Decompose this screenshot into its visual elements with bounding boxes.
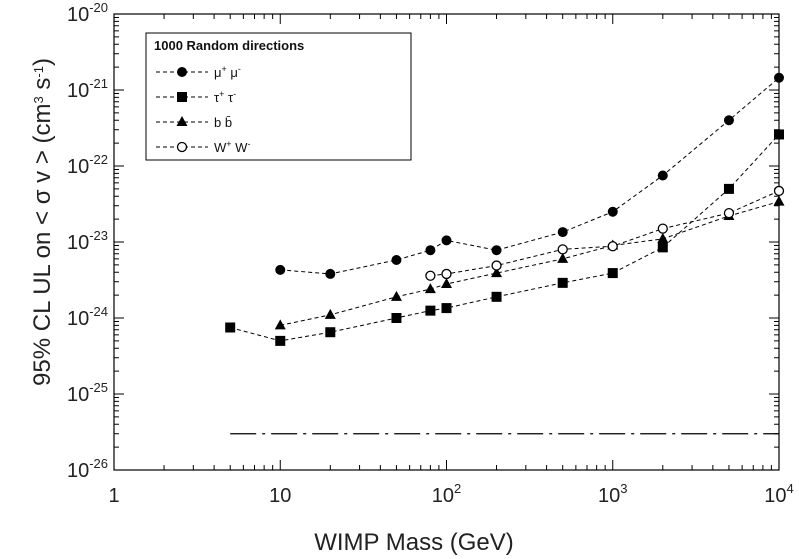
data-point-mu-mu bbox=[774, 72, 784, 83]
data-point-b-bbar bbox=[557, 252, 569, 263]
data-point-tau-tau bbox=[774, 129, 784, 140]
data-point-w-w bbox=[425, 270, 436, 281]
data-point-b-bbar bbox=[390, 290, 402, 301]
y-tick-label: 10-24 bbox=[67, 304, 108, 330]
x-axis-label: WIMP Mass (GeV) bbox=[314, 529, 514, 556]
x-tick-label: 104 bbox=[764, 481, 793, 507]
data-point-b-bbar bbox=[441, 278, 452, 289]
y-axis-ticks: 10-26 10-25 10-24 10-23 10-22 10-21 10-20 bbox=[67, 0, 779, 482]
data-point-b-bbar bbox=[274, 319, 286, 330]
series-line-w-w bbox=[430, 190, 780, 277]
data-point-tau-tau bbox=[657, 242, 668, 253]
data-point-w-w bbox=[491, 260, 502, 271]
legend-marker-w-w bbox=[176, 141, 188, 153]
data-point-w-w bbox=[723, 207, 735, 219]
x-tick-label: 1 bbox=[108, 485, 119, 507]
legend-marker-tau-tau bbox=[177, 92, 187, 102]
data-point-w-w bbox=[657, 223, 668, 234]
data-point-mu-mu bbox=[275, 264, 286, 275]
series-line-mu-mu bbox=[280, 77, 780, 275]
data-point-b-bbar bbox=[424, 283, 436, 294]
data-point-tau-tau bbox=[391, 313, 402, 323]
data-point-tau-tau bbox=[441, 303, 452, 314]
data-point-w-w bbox=[773, 185, 785, 197]
x-tick-label: 103 bbox=[598, 481, 627, 507]
legend-box bbox=[145, 32, 412, 161]
data-point-mu-mu bbox=[723, 115, 734, 126]
x-axis-ticks: 1 10 102 103 104 bbox=[108, 14, 794, 507]
data-point-tau-tau bbox=[425, 305, 436, 316]
legend-entry-tau-tau: τ+ τ- bbox=[214, 89, 236, 105]
data-point-tau-tau bbox=[225, 322, 236, 333]
data-point-tau-tau bbox=[325, 327, 336, 338]
series-line-b-bbar bbox=[280, 201, 780, 326]
x-tick-label: 102 bbox=[432, 481, 461, 507]
legend-title: 1000 Random directions bbox=[154, 38, 304, 53]
data-point-mu-mu bbox=[491, 245, 502, 256]
legend-entry-w-w: W+ W- bbox=[214, 139, 250, 155]
series-layer bbox=[225, 72, 785, 346]
series-w-w bbox=[425, 185, 785, 281]
data-point-mu-mu bbox=[425, 245, 436, 256]
series-tau-tau bbox=[225, 129, 784, 346]
data-point-b-bbar bbox=[324, 308, 336, 319]
y-tick-label: 10-23 bbox=[67, 228, 108, 254]
data-point-mu-mu bbox=[391, 254, 402, 265]
data-point-b-bbar bbox=[491, 267, 503, 278]
data-point-w-w bbox=[441, 268, 452, 280]
data-point-b-bbar bbox=[773, 195, 785, 206]
y-tick-label: 10-25 bbox=[67, 380, 108, 406]
data-point-tau-tau bbox=[491, 291, 502, 302]
legend-entry-b-bbar: b b̄ bbox=[214, 115, 232, 130]
data-point-b-bbar bbox=[657, 232, 669, 243]
y-tick-label: 10-22 bbox=[67, 152, 108, 178]
data-point-w-w bbox=[607, 241, 618, 252]
data-point-mu-mu bbox=[657, 170, 668, 181]
x-tick-label: 10 bbox=[269, 485, 291, 507]
series-line-tau-tau bbox=[230, 134, 780, 342]
data-point-mu-mu bbox=[325, 268, 336, 279]
data-point-tau-tau bbox=[607, 268, 618, 279]
y-tick-label: 10-21 bbox=[67, 76, 108, 102]
series-b-bbar bbox=[274, 195, 785, 330]
legend-marker-mu-mu bbox=[177, 67, 187, 77]
legend-entry-mu-mu: μ+ μ- bbox=[214, 64, 241, 80]
legend-marker-b-bbar bbox=[176, 116, 188, 126]
data-point-tau-tau bbox=[557, 277, 568, 288]
y-tick-label: 10-20 bbox=[67, 0, 108, 26]
data-point-tau-tau bbox=[275, 335, 286, 346]
data-point-mu-mu bbox=[441, 235, 452, 246]
data-point-w-w bbox=[557, 244, 568, 255]
y-tick-label: 10-26 bbox=[67, 456, 108, 482]
data-point-tau-tau bbox=[723, 183, 734, 194]
data-point-mu-mu bbox=[557, 227, 568, 238]
series-mu-mu bbox=[275, 72, 784, 279]
y-axis-label: 95% CL UL on < σ v > (cm3 s-1) bbox=[29, 58, 56, 386]
data-point-mu-mu bbox=[607, 206, 618, 217]
legend: 1000 Random directions μ+ μ-τ+ τ-b b̄ W+ W… bbox=[145, 32, 412, 161]
